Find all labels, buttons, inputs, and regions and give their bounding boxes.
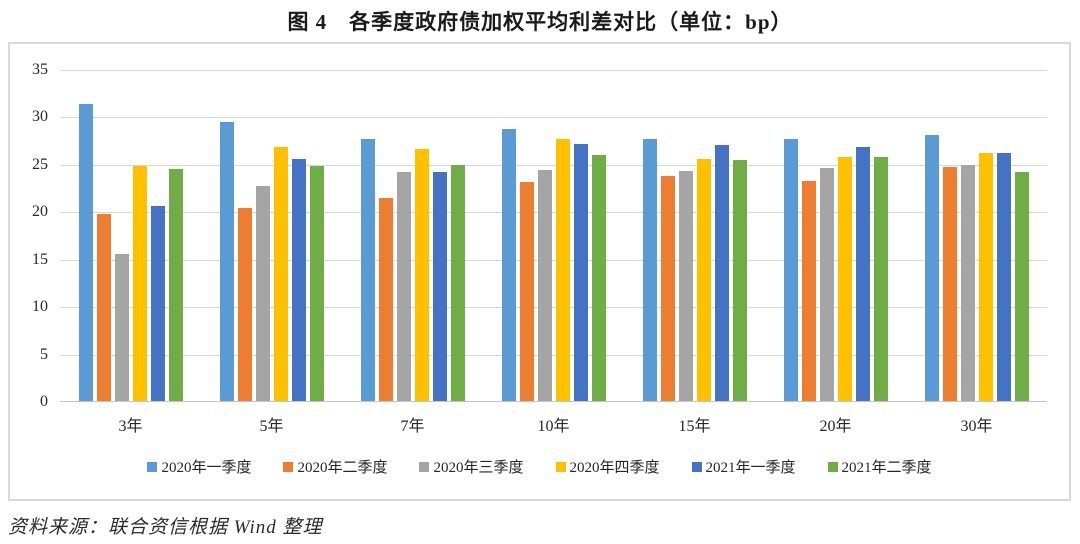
gridline-10 — [60, 307, 1047, 309]
gridline-30 — [60, 117, 1047, 119]
y-tick-label-5: 5 — [40, 345, 48, 363]
bar-2020年二季度-15年 — [660, 176, 675, 402]
gridline-15 — [60, 259, 1047, 261]
legend-item-2021年二季度: 2021年二季度 — [827, 456, 932, 477]
bar-2020年四季度-30年 — [978, 153, 993, 402]
bar-2020年四季度-10年 — [555, 139, 570, 402]
legend-item-2020年三季度: 2020年三季度 — [419, 456, 524, 477]
y-tick-label-35: 35 — [32, 61, 48, 78]
legend-label: 2020年一季度 — [161, 460, 252, 476]
bar-2020年三季度-5年 — [255, 185, 270, 402]
bar-2020年二季度-30年 — [942, 166, 957, 402]
bar-2020年一季度-5年 — [219, 122, 234, 402]
bar-2020年一季度-10年 — [501, 128, 516, 402]
bar-2021年一季度-30年 — [996, 153, 1011, 402]
bar-2021年二季度-20年 — [873, 157, 888, 402]
bar-2020年一季度-20年 — [783, 139, 798, 402]
bar-group-3年 — [60, 70, 201, 402]
bar-2020年三季度-15年 — [678, 170, 693, 402]
bar-2021年二季度-3年 — [168, 168, 183, 402]
bar-2020年一季度-7年 — [360, 139, 375, 402]
bar-2020年三季度-20年 — [819, 167, 834, 402]
bar-2020年四季度-5年 — [273, 146, 288, 402]
legend-label: 2021年二季度 — [841, 460, 932, 476]
chart-container: 0 5 10 15 20 25 30 35 3年 5年 7年 10年 15年 20年 30年 2020年一… — [8, 42, 1071, 501]
x-tick-label-15年: 15年 — [678, 418, 711, 435]
bar-group-10年 — [483, 70, 624, 402]
bar-2021年一季度-5年 — [291, 159, 306, 402]
bar-2020年一季度-30年 — [924, 135, 939, 402]
bar-group-7年 — [342, 70, 483, 402]
y-axis: 0 5 10 15 20 25 30 35 — [10, 61, 54, 410]
x-tick-label-7年: 7年 — [400, 418, 425, 435]
legend-swatch-icon — [691, 461, 702, 472]
bar-2020年二季度-7年 — [378, 198, 393, 402]
legend-item-2021年一季度: 2021年一季度 — [691, 456, 796, 477]
legend: 2020年一季度 2020年二季度 2020年三季度 2020年四季度 2021年一季度… — [10, 456, 1069, 477]
legend-label: 2020年四季度 — [569, 460, 660, 476]
x-axis: 3年 5年 7年 10年 15年 20年 30年 — [60, 408, 1047, 436]
x-tick-label-5年: 5年 — [259, 418, 284, 435]
x-tick-label-3年: 3年 — [118, 418, 143, 435]
gridline-25 — [60, 164, 1047, 166]
legend-label: 2020年三季度 — [433, 460, 524, 476]
y-tick-label-25: 25 — [32, 155, 48, 173]
bar-2021年一季度-3年 — [150, 205, 165, 402]
bar-group-20年 — [765, 70, 906, 402]
legend-item-2020年二季度: 2020年二季度 — [283, 456, 387, 477]
y-tick-label-0: 0 — [40, 393, 48, 410]
bar-2020年一季度-15年 — [642, 139, 657, 402]
legend-swatch-icon — [555, 461, 566, 472]
bar-2020年四季度-7年 — [414, 148, 429, 402]
bar-2020年二季度-10年 — [519, 181, 534, 402]
gridline-35 — [60, 70, 1047, 71]
bar-2021年一季度-10年 — [573, 144, 588, 402]
bar-groups — [60, 70, 1047, 402]
y-tick-label-20: 20 — [32, 203, 48, 221]
source-note: 资料来源：联合资信根据 Wind 整理 — [8, 517, 323, 538]
x-tick-label-30年: 30年 — [960, 418, 993, 435]
bar-2021年一季度-20年 — [855, 146, 870, 402]
bar-2020年一季度-3年 — [78, 104, 93, 402]
bar-group-30年 — [906, 70, 1047, 402]
bar-2020年四季度-15年 — [696, 159, 711, 402]
legend-label: 2021年一季度 — [705, 460, 796, 476]
bar-2021年二季度-10年 — [591, 155, 606, 402]
bar-group-5年 — [201, 70, 342, 402]
gridline-20 — [60, 212, 1047, 214]
x-tick-label-20年: 20年 — [819, 418, 852, 435]
legend-swatch-icon — [147, 461, 158, 472]
bar-2020年二季度-5年 — [237, 207, 252, 402]
legend-item-2020年一季度: 2020年一季度 — [147, 456, 251, 477]
y-tick-label-15: 15 — [32, 250, 48, 268]
bar-2020年三季度-7年 — [396, 171, 411, 402]
bar-2021年二季度-5年 — [309, 165, 324, 402]
y-tick-label-10: 10 — [32, 298, 48, 316]
bar-2021年二季度-30年 — [1014, 172, 1029, 402]
bar-2020年三季度-30年 — [960, 164, 975, 402]
legend-swatch-icon — [283, 461, 294, 472]
bar-2020年四季度-20年 — [837, 157, 852, 402]
legend-label: 2020年二季度 — [297, 460, 388, 476]
bar-2021年一季度-15年 — [714, 144, 729, 402]
bar-2020年三季度-10年 — [537, 169, 552, 402]
bar-2020年三季度-3年 — [114, 254, 129, 402]
bar-2020年四季度-3年 — [132, 165, 147, 402]
x-axis-line — [60, 401, 1047, 402]
bar-2020年二季度-3年 — [96, 214, 111, 402]
bar-2021年一季度-7年 — [432, 172, 447, 402]
legend-swatch-icon — [419, 461, 430, 472]
gridline-5 — [60, 354, 1047, 356]
bar-2021年二季度-7年 — [450, 164, 465, 402]
bar-group-15年 — [624, 70, 765, 402]
bar-2021年二季度-15年 — [732, 160, 747, 402]
y-tick-label-30: 30 — [32, 108, 48, 126]
bar-2020年二季度-20年 — [801, 180, 816, 402]
plot-area — [60, 70, 1047, 402]
legend-swatch-icon — [827, 461, 838, 472]
chart-title: 图 4 各季度政府债加权平均利差对比（单位：bp） — [287, 10, 793, 34]
x-tick-label-10年: 10年 — [537, 418, 570, 435]
legend-item-2020年四季度: 2020年四季度 — [555, 456, 660, 477]
